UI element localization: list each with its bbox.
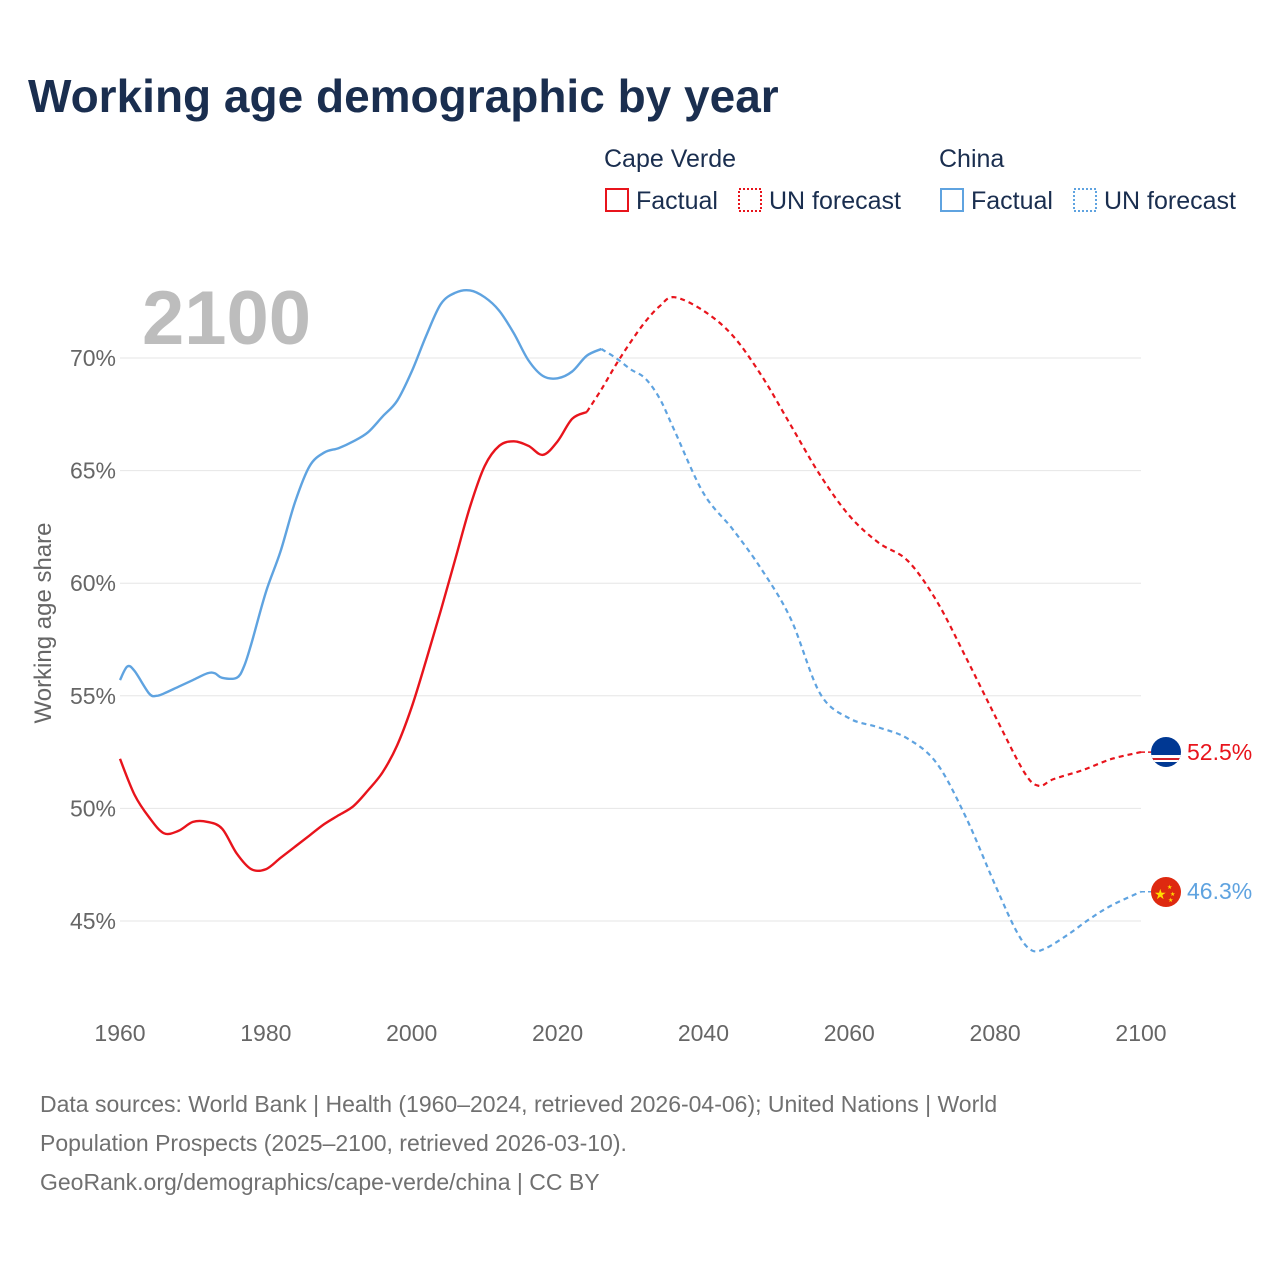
- legend-label-china-factual[interactable]: Factual: [971, 187, 1053, 215]
- china-forecast-line[interactable]: [600, 348, 1142, 953]
- x-tick-label: 1980: [240, 1020, 291, 1046]
- legend-group-cape-verde: Cape Verde: [604, 145, 736, 173]
- gridlines: [120, 357, 1141, 922]
- source-note: Data sources: World Bank | Health (1960–…: [40, 1085, 1240, 1202]
- legend-group-china: China: [939, 145, 1004, 173]
- china-flag-icon: ★ ★ ★ ★: [1151, 877, 1181, 907]
- legend-swatch-cape-verde-factual: [605, 188, 629, 212]
- y-tick-label: 70%: [70, 345, 116, 371]
- svg-text:★: ★: [1170, 891, 1175, 898]
- x-tick-label: 1960: [94, 1020, 145, 1046]
- x-tick-label: 2080: [970, 1020, 1021, 1046]
- attribution-link[interactable]: GeoRank.org/demographics/cape-verde/chin…: [40, 1169, 600, 1195]
- svg-text:★: ★: [1154, 887, 1167, 903]
- x-tick-label: 2040: [678, 1020, 729, 1046]
- legend-label-china-forecast[interactable]: UN forecast: [1104, 187, 1236, 215]
- x-tick-label: 2000: [386, 1020, 437, 1046]
- china-factual-line[interactable]: [118, 288, 602, 698]
- legend-swatch-china-factual: [940, 188, 964, 212]
- legend: Cape Verde Factual UN forecast China Fac…: [604, 145, 1236, 215]
- y-tick-label: 45%: [70, 908, 116, 934]
- cape-verde-factual-line[interactable]: [118, 410, 588, 873]
- source-line-1: Data sources: World Bank | Health (1960–…: [40, 1091, 998, 1117]
- y-tick-label: 65%: [70, 458, 116, 484]
- x-tick-label: 2060: [824, 1020, 875, 1046]
- x-tick-label: 2020: [532, 1020, 583, 1046]
- legend-swatch-china-forecast: [1073, 188, 1097, 212]
- year-watermark: 2100: [142, 276, 311, 361]
- cape-verde-flag-icon: [1151, 737, 1181, 767]
- chart-title: Working age demographic by year: [28, 70, 779, 122]
- svg-text:★: ★: [1167, 884, 1172, 891]
- source-line-2: Population Prospects (2025–2100, retriev…: [40, 1130, 627, 1156]
- y-axis-ticks: 45% 50% 55% 60% 65% 70%: [70, 345, 116, 934]
- cape-verde-forecast-line[interactable]: [585, 296, 1142, 788]
- series: [118, 288, 1151, 953]
- legend-label-cape-verde-factual[interactable]: Factual: [636, 187, 718, 215]
- x-axis-ticks: 1960 1980 2000 2020 2040 2060 2080 2100: [94, 1020, 1166, 1046]
- y-tick-label: 50%: [70, 795, 116, 821]
- y-tick-label: 60%: [70, 570, 116, 596]
- china-end-label: 46.3%: [1187, 878, 1252, 904]
- svg-text:★: ★: [1168, 897, 1173, 904]
- x-tick-label: 2100: [1115, 1020, 1166, 1046]
- y-tick-label: 55%: [70, 683, 116, 709]
- cape-verde-end-label: 52.5%: [1187, 739, 1252, 765]
- legend-label-cape-verde-forecast[interactable]: UN forecast: [769, 187, 901, 215]
- y-axis-label: Working age share: [30, 523, 57, 724]
- legend-swatch-cape-verde-forecast: [738, 188, 762, 212]
